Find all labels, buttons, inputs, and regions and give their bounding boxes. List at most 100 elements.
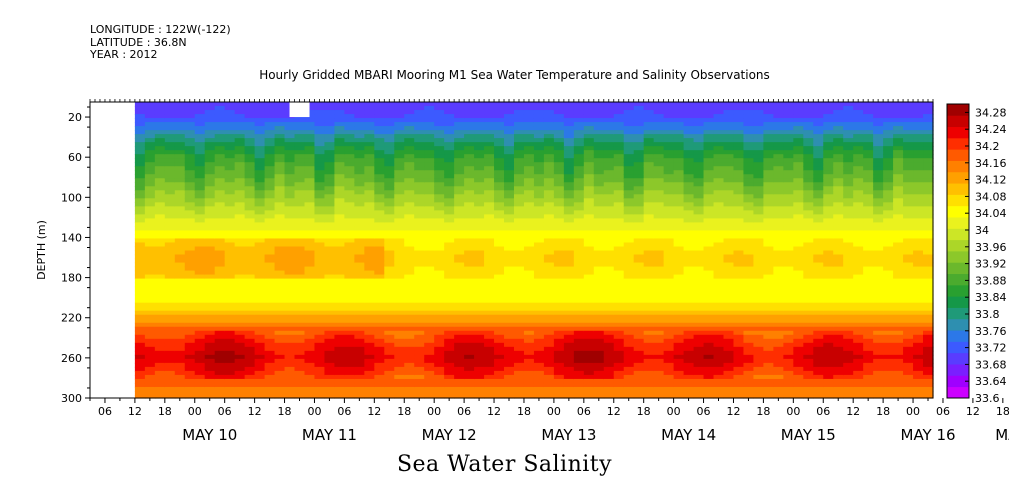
heatmap-cell: [194, 326, 206, 332]
heatmap-cell: [523, 222, 535, 228]
heatmap-cell: [204, 210, 216, 215]
heatmap-cell: [633, 302, 645, 308]
heatmap-cell: [214, 246, 226, 252]
heatmap-cell: [384, 282, 395, 288]
heatmap-cell: [444, 194, 455, 199]
heatmap-cell: [314, 178, 326, 183]
heatmap-cell: [304, 110, 316, 115]
heatmap-cell: [344, 290, 355, 296]
heatmap-cell: [444, 246, 455, 252]
heatmap-cell: [773, 290, 784, 296]
heatmap-cell: [703, 214, 715, 219]
heatmap-cell: [583, 250, 595, 256]
heatmap-cell: [414, 102, 425, 107]
heatmap-cell: [284, 162, 296, 167]
heatmap-cell: [623, 390, 635, 396]
heatmap-cell: [284, 310, 296, 316]
heatmap-cell: [474, 238, 485, 244]
heatmap-cell: [504, 150, 515, 155]
heatmap-cell: [194, 230, 206, 236]
heatmap-cell: [404, 358, 415, 364]
heatmap-cell: [623, 378, 635, 384]
heatmap-cell: [663, 338, 675, 344]
heatmap-cell: [184, 326, 196, 332]
heatmap-cell: [793, 130, 804, 135]
heatmap-cell: [803, 174, 814, 179]
heatmap-cell: [254, 394, 266, 399]
heatmap-cell: [464, 162, 475, 167]
heatmap-cell: [513, 202, 525, 207]
heatmap-cell: [434, 294, 445, 300]
heatmap-cell: [733, 194, 745, 199]
heatmap-cell: [174, 126, 186, 131]
heatmap-cell: [294, 126, 306, 131]
heatmap-cell: [304, 162, 316, 167]
heatmap-cell: [204, 354, 216, 360]
heatmap-cell: [713, 342, 725, 348]
chart-title: Hourly Gridded MBARI Mooring M1 Sea Wate…: [259, 68, 770, 82]
heatmap-cell: [673, 186, 685, 191]
heatmap-cell: [154, 198, 166, 203]
heatmap-cell: [793, 110, 804, 115]
heatmap-cell: [494, 174, 505, 179]
heatmap-cell: [264, 222, 276, 228]
heatmap-cell: [623, 310, 635, 316]
heatmap-cell: [533, 366, 545, 372]
heatmap-cell: [653, 306, 665, 312]
heatmap-cell: [324, 130, 336, 135]
heatmap-cell: [733, 278, 745, 284]
heatmap-cell: [573, 106, 585, 111]
heatmap-cell: [464, 306, 475, 312]
heatmap-cell: [374, 318, 385, 324]
heatmap-cell: [224, 186, 236, 191]
heatmap-cell: [663, 114, 675, 119]
heatmap-cell: [573, 374, 585, 380]
heatmap-cell: [164, 122, 176, 127]
heatmap-cell: [364, 206, 375, 211]
heatmap-cell: [653, 342, 665, 348]
heatmap-cell: [723, 390, 735, 396]
heatmap-cell: [454, 294, 465, 300]
heatmap-cell: [254, 334, 266, 340]
heatmap-cell: [354, 314, 365, 320]
heatmap-cell: [214, 374, 226, 380]
heatmap-cell: [354, 158, 365, 163]
heatmap-cell: [394, 198, 405, 203]
heatmap-cell: [274, 186, 286, 191]
heatmap-cell: [214, 266, 226, 272]
heatmap-cell: [144, 270, 156, 276]
heatmap-cell: [633, 158, 645, 163]
heatmap-cell: [334, 198, 345, 203]
heatmap-cell: [733, 154, 745, 159]
heatmap-cell: [394, 298, 405, 304]
heatmap-cell: [583, 226, 595, 232]
heatmap-cell: [454, 134, 465, 139]
heatmap-cell: [494, 286, 505, 292]
heatmap-cell: [134, 170, 146, 175]
heatmap-cell: [444, 262, 455, 268]
heatmap-cell: [254, 222, 266, 228]
heatmap-cell: [454, 254, 465, 260]
heatmap-cell: [484, 170, 495, 175]
heatmap-cell: [264, 262, 276, 268]
heatmap-cell: [234, 310, 246, 316]
heatmap-cell: [593, 110, 605, 115]
heatmap-cell: [633, 382, 645, 388]
heatmap-cell: [723, 166, 735, 171]
heatmap-cell: [474, 234, 485, 240]
heatmap-cell: [364, 286, 375, 292]
heatmap-cell: [573, 182, 585, 187]
heatmap-cell: [793, 142, 804, 147]
heatmap-cell: [204, 102, 216, 107]
heatmap-cell: [434, 190, 445, 195]
heatmap-cell: [204, 298, 216, 304]
heatmap-cell: [344, 182, 355, 187]
heatmap-cell: [663, 166, 675, 171]
heatmap-cell: [354, 194, 365, 199]
heatmap-cell: [224, 106, 236, 111]
heatmap-cell: [444, 274, 455, 280]
heatmap-cell: [484, 338, 495, 344]
heatmap-cell: [663, 254, 675, 260]
heatmap-cell: [354, 146, 365, 151]
heatmap-cell: [593, 206, 605, 211]
